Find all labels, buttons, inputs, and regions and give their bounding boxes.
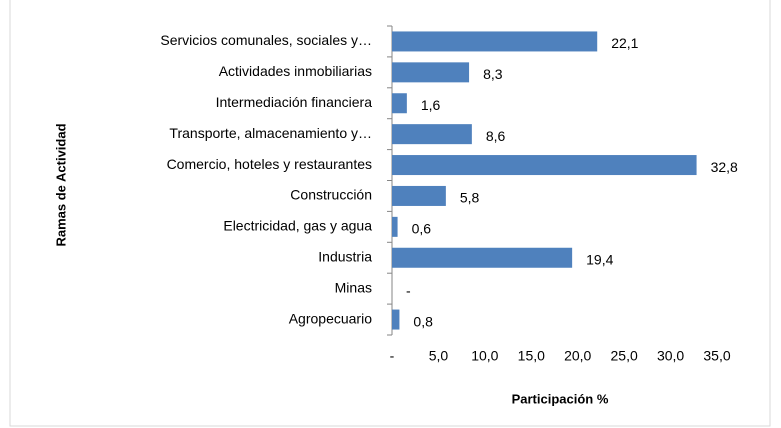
y-tick-label: Construcción <box>290 187 372 203</box>
y-tick-label: Industria <box>318 248 372 264</box>
data-label: 5,8 <box>460 190 480 206</box>
x-tick-label: 5,0 <box>429 348 449 364</box>
bar <box>392 31 598 52</box>
data-label: - <box>406 282 411 298</box>
data-label: 0,6 <box>412 221 432 237</box>
data-label: 32,8 <box>711 159 738 175</box>
data-label: 22,1 <box>611 35 638 51</box>
chart-frame <box>9 0 771 427</box>
data-label: 8,6 <box>486 128 506 144</box>
x-tick-label: 30,0 <box>657 348 684 364</box>
y-tick-label: Servicios comunales, sociales y… <box>160 32 372 48</box>
y-tick-label: Minas <box>335 279 372 295</box>
y-tick-label: Actividades inmobiliarias <box>219 63 372 79</box>
data-label: 1,6 <box>421 97 441 113</box>
y-tick-label: Electricidad, gas y agua <box>223 218 372 234</box>
y-tick-label: Intermediación financiera <box>216 94 373 110</box>
bar <box>392 62 470 83</box>
bar <box>392 155 697 176</box>
data-label: 19,4 <box>586 251 613 267</box>
bar <box>392 185 446 206</box>
y-axis-label: Ramas de Actividad <box>53 123 68 246</box>
x-tick-label: - <box>390 348 395 364</box>
y-tick-label: Agropecuario <box>289 310 372 326</box>
bar <box>392 124 472 145</box>
x-tick-label: 15,0 <box>518 348 545 364</box>
data-label: 0,8 <box>413 313 433 329</box>
x-tick-label: 20,0 <box>564 348 591 364</box>
data-label: 8,3 <box>483 66 503 82</box>
bar <box>392 93 407 114</box>
bar <box>392 247 573 268</box>
y-tick-label: Transporte, almacenamiento y… <box>169 125 372 141</box>
x-axis-label: Participación % <box>512 391 609 406</box>
bar <box>392 216 398 237</box>
x-tick-label: 10,0 <box>471 348 498 364</box>
x-tick-label: 25,0 <box>611 348 638 364</box>
x-tick-label: 35,0 <box>703 348 730 364</box>
y-tick-label: Comercio, hoteles y restaurantes <box>167 156 372 172</box>
bar <box>392 309 400 330</box>
